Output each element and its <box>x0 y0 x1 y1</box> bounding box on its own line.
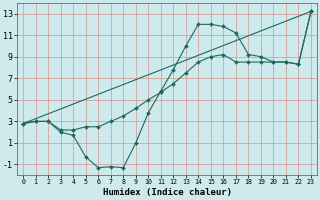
X-axis label: Humidex (Indice chaleur): Humidex (Indice chaleur) <box>103 188 232 197</box>
